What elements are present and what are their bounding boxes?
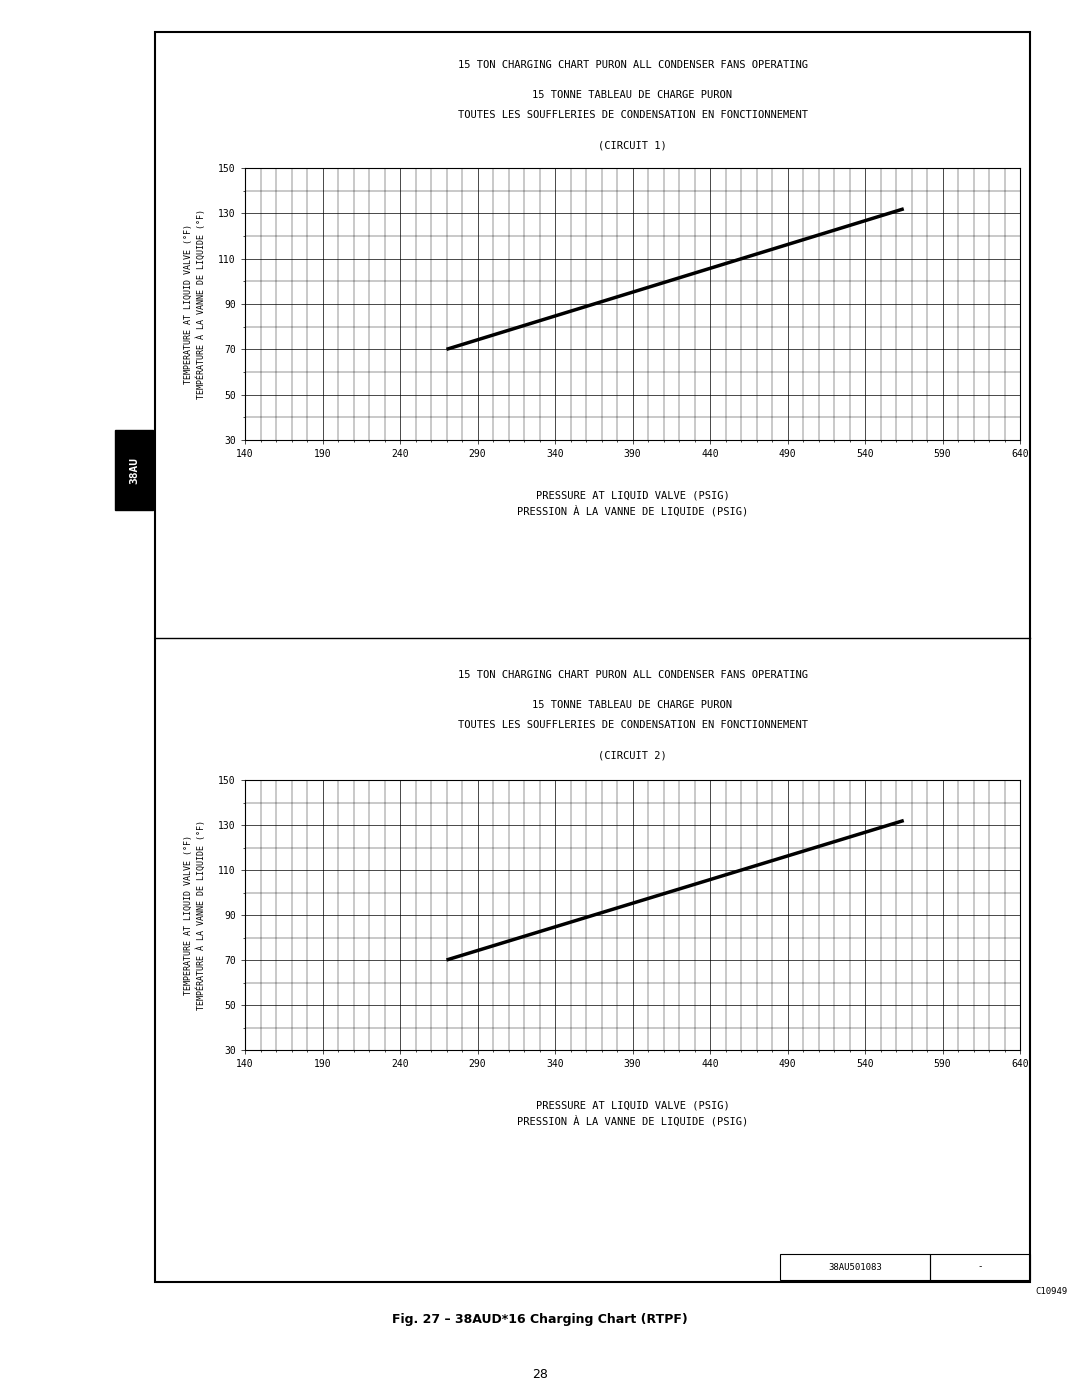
Text: (CIRCUIT 2): (CIRCUIT 2) xyxy=(598,750,666,760)
Bar xyxy=(780,1255,930,1280)
Text: TOUTES LES SOUFFLERIES DE CONDENSATION EN FONCTIONNEMENT: TOUTES LES SOUFFLERIES DE CONDENSATION E… xyxy=(458,110,808,120)
Text: TEMPERATURE AT LIQUID VALVE (°F)
TEMPÉRATURE À LA VANNE DE LIQUIDE (°F): TEMPERATURE AT LIQUID VALVE (°F) TEMPÉRA… xyxy=(185,820,206,1010)
Text: 15 TONNE TABLEAU DE CHARGE PURON: 15 TONNE TABLEAU DE CHARGE PURON xyxy=(532,700,732,710)
Text: 38AU501083: 38AU501083 xyxy=(828,1263,882,1271)
Bar xyxy=(156,32,1030,1282)
Text: -: - xyxy=(977,1263,983,1271)
Text: TOUTES LES SOUFFLERIES DE CONDENSATION EN FONCTIONNEMENT: TOUTES LES SOUFFLERIES DE CONDENSATION E… xyxy=(458,719,808,731)
Text: (CIRCUIT 1): (CIRCUIT 1) xyxy=(598,140,666,149)
Text: PRESSURE AT LIQUID VALVE (PSIG)
PRESSION À LA VANNE DE LIQUIDE (PSIG): PRESSURE AT LIQUID VALVE (PSIG) PRESSION… xyxy=(517,1099,748,1126)
Text: 38AU: 38AU xyxy=(129,457,139,483)
Text: Fig. 27 – 38AUD*16 Charging Chart (RTPF): Fig. 27 – 38AUD*16 Charging Chart (RTPF) xyxy=(392,1313,688,1327)
Bar xyxy=(930,1255,1030,1280)
Bar xyxy=(114,430,153,510)
Text: 15 TONNE TABLEAU DE CHARGE PURON: 15 TONNE TABLEAU DE CHARGE PURON xyxy=(532,89,732,101)
Text: 15 TON CHARGING CHART PURON ALL CONDENSER FANS OPERATING: 15 TON CHARGING CHART PURON ALL CONDENSE… xyxy=(458,60,808,70)
Text: PRESSURE AT LIQUID VALVE (PSIG)
PRESSION À LA VANNE DE LIQUIDE (PSIG): PRESSURE AT LIQUID VALVE (PSIG) PRESSION… xyxy=(517,490,748,517)
Text: 28: 28 xyxy=(532,1369,548,1382)
Text: TEMPERATURE AT LIQUID VALVE (°F)
TEMPÉRATURE À LA VANNE DE LIQUIDE (°F): TEMPERATURE AT LIQUID VALVE (°F) TEMPÉRA… xyxy=(185,210,206,400)
Text: C10949: C10949 xyxy=(1035,1288,1067,1296)
Text: 15 TON CHARGING CHART PURON ALL CONDENSER FANS OPERATING: 15 TON CHARGING CHART PURON ALL CONDENSE… xyxy=(458,671,808,680)
